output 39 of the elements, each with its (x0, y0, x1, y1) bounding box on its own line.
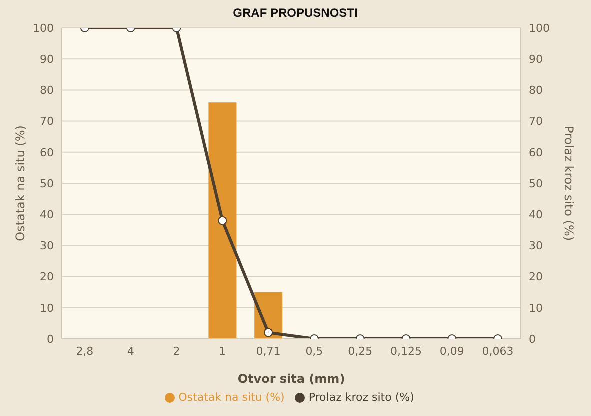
legend-label: Prolaz kroz sito (%) (308, 391, 414, 404)
y-tick-label: 80 (40, 84, 54, 98)
y2-tick-label: 10 (529, 302, 543, 315)
x-tick-label: 0,125 (390, 344, 422, 358)
y-tick-label: 60 (40, 146, 54, 160)
y2-tick-label: 70 (529, 115, 543, 128)
x-tick-label: 0,09 (440, 344, 464, 358)
y-tick-label: 20 (40, 270, 54, 284)
chart-title: GRAF PROPUSNOSTI (232, 6, 359, 20)
y2-tick-label: 80 (529, 84, 543, 98)
y-axis-title: Ostatak na situ (%) (13, 126, 28, 242)
point (218, 216, 228, 226)
y-tick-label: 0 (47, 332, 54, 346)
y-tick-label: 50 (40, 177, 54, 190)
y2-axis-title: Prolaz kroz sito (%) (562, 126, 576, 242)
x-axis-title: Otvor sita (mm) (238, 372, 346, 386)
y2-tick-label: 20 (529, 270, 543, 284)
y-tick-label: 40 (40, 208, 54, 222)
x-tick-label: 4 (127, 344, 134, 358)
x-tick-label: 0,063 (482, 344, 514, 358)
y2-tick-label: 0 (529, 332, 536, 346)
y2-tick-label: 90 (529, 53, 543, 66)
y-tick-label: 70 (40, 115, 54, 128)
y-tick-label: 100 (33, 22, 54, 35)
y2-tick-label: 40 (529, 208, 543, 222)
y-tick-label: 10 (40, 302, 54, 315)
x-tick-label: 2,8 (76, 344, 94, 358)
y2-tick-label: 60 (529, 146, 543, 160)
x-tick-label: 0,71 (256, 344, 281, 358)
x-tick-label: 0,5 (306, 344, 324, 358)
y-tick-label: 90 (40, 53, 54, 66)
x-tick-label: 2 (173, 344, 180, 358)
x-tick-label: 1 (219, 344, 226, 358)
x-tick-label: 0,25 (348, 344, 373, 358)
y2-tick-label: 30 (529, 240, 543, 253)
legend-label: Ostatak na situ (%) (178, 391, 285, 404)
y2-tick-label: 100 (529, 22, 550, 35)
y-tick-label: 30 (40, 240, 54, 253)
y2-tick-label: 50 (529, 177, 543, 190)
